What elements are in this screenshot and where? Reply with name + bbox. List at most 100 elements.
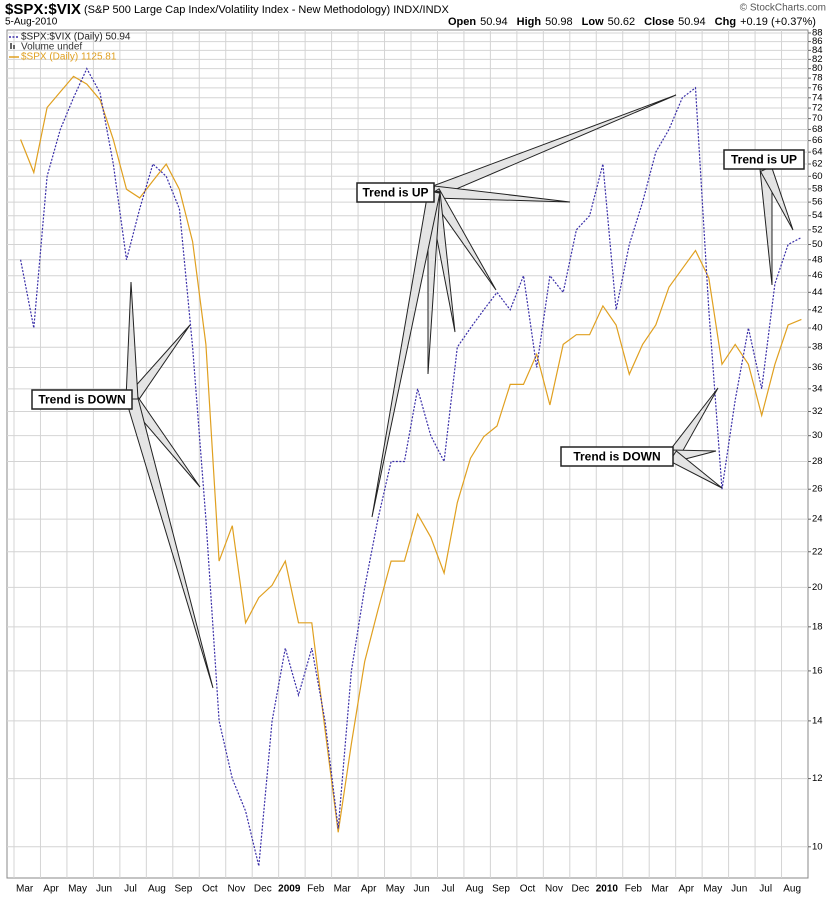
x-tick-label: Sep (175, 884, 193, 895)
x-tick-label: Nov (227, 884, 245, 895)
x-tick-label: Feb (307, 884, 325, 895)
x-tick-label: Nov (545, 884, 563, 895)
y-tick-label: 58 (812, 183, 823, 194)
legend-label: $SPX (Daily) 1125.81 (21, 52, 117, 63)
annotation-box (31, 389, 133, 410)
annotation: Trend is UP (731, 153, 797, 167)
x-tick-label: May (386, 884, 405, 895)
y-tick-label: 78 (812, 73, 823, 84)
x-tick-label: 2009 (278, 884, 301, 895)
quote-label: Low (582, 16, 604, 28)
quote-value: 50.62 (608, 16, 636, 28)
quote-label: Open (448, 16, 476, 28)
x-tick-label: Jun (96, 884, 112, 895)
y-tick-label: 24 (812, 514, 823, 525)
y-tick-label: 80 (812, 63, 823, 74)
y-tick-label: 50 (812, 239, 823, 250)
annotation-box (560, 446, 674, 467)
x-tick-label: Oct (202, 884, 218, 895)
legend-swatch (10, 43, 12, 49)
x-tick-label: Jul (759, 884, 772, 895)
y-tick-label: 52 (812, 224, 823, 235)
quote-value: 50.98 (545, 16, 573, 28)
legend-swatch (13, 45, 15, 49)
y-tick-label: 54 (812, 210, 823, 221)
y-tick-label: 12 (812, 773, 823, 784)
quote-label: Chg (715, 16, 736, 28)
x-tick-label: Aug (466, 884, 484, 895)
x-tick-label: Apr (361, 884, 377, 895)
legend: $SPX:$VIX (Daily) 50.94 $SPX (Daily) 1125… (9, 32, 131, 63)
series-line (20, 75, 802, 833)
legend-label: $SPX:$VIX (Daily) 50.94 (21, 32, 131, 43)
y-tick-label: 84 (812, 45, 823, 56)
x-tick-label: 2010 (596, 884, 619, 895)
x-tick-label: Mar (334, 884, 352, 895)
y-tick-label: 44 (812, 287, 823, 298)
y-tick-label: 70 (812, 113, 823, 124)
quote-label: Close (644, 16, 674, 28)
y-tick-label: 10 (812, 841, 823, 852)
y-tick-label: 68 (812, 124, 823, 135)
annotation: Trend is UP (362, 186, 428, 200)
y-tick-label: 38 (812, 342, 823, 353)
y-tick-label: 74 (812, 92, 823, 103)
y-tick-label: 36 (812, 362, 823, 373)
y-tick-label: 22 (812, 546, 823, 557)
y-tick-label: 86 (812, 36, 823, 47)
source: © StockCharts.com (740, 3, 826, 14)
x-tick-label: Apr (679, 884, 695, 895)
x-tick-label: Dec (572, 884, 590, 895)
quote-value: +0.19 (+0.37%) (740, 16, 816, 28)
x-tick-label: Jun (414, 884, 430, 895)
quote-value: 50.94 (480, 16, 508, 28)
x-tick-label: May (703, 884, 722, 895)
y-tick-label: 34 (812, 383, 823, 394)
y-tick-label: 60 (812, 171, 823, 182)
x-tick-label: Jun (731, 884, 747, 895)
x-tick-label: Feb (625, 884, 643, 895)
y-tick-label: 62 (812, 159, 823, 170)
y-tick-label: 66 (812, 135, 823, 146)
series-line (20, 67, 802, 867)
y-tick-label: 88 (812, 27, 823, 38)
y-tick-label: 42 (812, 304, 823, 315)
chart-subtitle: (S&P 500 Large Cap Index/Volatility Inde… (84, 4, 449, 16)
x-tick-label: Dec (254, 884, 272, 895)
y-tick-label: 72 (812, 103, 823, 114)
y-tick-label: 46 (812, 270, 823, 281)
x-tick-label: Aug (148, 884, 166, 895)
quote: Open 50.94 High 50.98 Low 50.62 Close 50.94 Chg +… (448, 16, 816, 28)
y-tick-label: 40 (812, 323, 823, 334)
quote-value: 50.94 (678, 16, 706, 28)
x-tick-label: Jul (124, 884, 137, 895)
y-tick-label: 48 (812, 254, 823, 265)
x-tick-label: Jul (442, 884, 455, 895)
y-tick-label: 14 (812, 715, 823, 726)
x-tick-label: Apr (43, 884, 59, 895)
y-tick-label: 26 (812, 484, 823, 495)
x-tick-label: Oct (520, 884, 536, 895)
annotation-box (356, 182, 435, 203)
y-tick-label: 32 (812, 406, 823, 417)
annotation-box (723, 149, 805, 170)
x-tick-label: Sep (492, 884, 510, 895)
y-tick-label: 76 (812, 82, 823, 93)
x-tick-label: Aug (783, 884, 801, 895)
y-tick-label: 64 (812, 147, 823, 158)
chart-date: 5-Aug-2010 (5, 17, 58, 28)
annotation: Trend is DOWN (573, 450, 660, 464)
x-tick-label: Mar (651, 884, 669, 895)
x-tick-label: May (68, 884, 87, 895)
quote-label: High (517, 16, 542, 28)
y-tick-label: 28 (812, 456, 823, 467)
y-tick-label: 56 (812, 197, 823, 208)
chart-title: $SPX:$VIX (5, 1, 81, 18)
x-tick-label: Mar (16, 884, 34, 895)
y-tick-label: 18 (812, 621, 823, 632)
y-tick-label: 20 (812, 582, 823, 593)
y-tick-label: 30 (812, 430, 823, 441)
y-tick-label: 82 (812, 54, 823, 65)
annotation: Trend is DOWN (38, 393, 125, 407)
